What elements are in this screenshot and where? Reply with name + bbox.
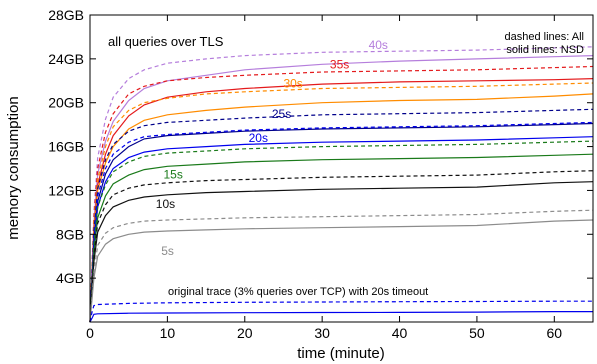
series-label-20s: 20s (249, 131, 268, 145)
legend-dashed: dashed lines: All (505, 31, 585, 43)
x-tick-label: 60 (547, 325, 563, 341)
series-label-15s: 15s (164, 167, 183, 181)
scenario-annotation: all queries over TLS (108, 34, 224, 49)
series-line-original-trace-solid (90, 312, 593, 322)
y-tick-label: 20GB (48, 95, 84, 111)
series-label-25s: 25s (272, 107, 291, 121)
x-tick-label: 40 (392, 325, 408, 341)
y-axis-label: memory consumption (5, 96, 22, 239)
series-label-30s: 30s (283, 76, 302, 90)
series-label-5s: 5s (161, 244, 174, 258)
y-tick-label: 4GB (56, 270, 84, 286)
series-label-10s: 10s (156, 197, 175, 211)
x-tick-label: 20 (237, 325, 253, 341)
y-tick-label: 28GB (48, 7, 84, 23)
series-layer (90, 47, 593, 322)
original-trace-annotation: original trace (3% queries over TCP) wit… (168, 286, 428, 298)
legend-solid: solid lines: NSD (506, 44, 584, 56)
x-tick-label: 0 (86, 325, 94, 341)
y-tick-label: 24GB (48, 51, 84, 67)
y-tick-label: 16GB (48, 139, 84, 155)
x-axis-label: time (minute) (297, 345, 385, 362)
series-line-5s-solid (90, 220, 593, 322)
x-tick-label: 10 (160, 325, 176, 341)
y-tick-label: 12GB (48, 182, 84, 198)
series-line-35s-dashed (90, 67, 593, 323)
x-tick-label: 50 (469, 325, 485, 341)
x-tick-label: 30 (314, 325, 330, 341)
series-label-35s: 35s (330, 58, 349, 72)
series-label-40s: 40s (369, 38, 388, 52)
y-tick-label: 8GB (56, 226, 84, 242)
